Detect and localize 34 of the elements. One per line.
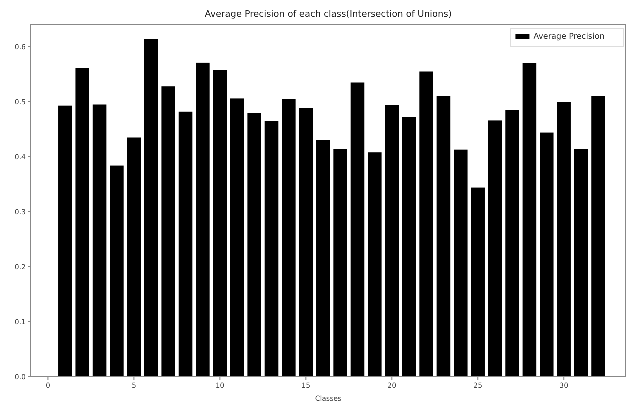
bar <box>127 138 142 377</box>
bar <box>76 68 90 377</box>
bar <box>522 64 537 377</box>
bar <box>248 113 262 377</box>
bar <box>316 140 330 377</box>
bar <box>574 149 588 377</box>
bar <box>402 117 416 377</box>
bar <box>368 152 382 377</box>
bar <box>196 62 210 377</box>
bar <box>92 104 107 377</box>
bar <box>299 108 314 377</box>
bar <box>178 112 193 377</box>
bar <box>144 39 158 377</box>
bar <box>213 70 228 377</box>
bar <box>264 121 279 377</box>
bar <box>350 82 365 377</box>
bar <box>282 99 296 377</box>
bar <box>385 105 400 377</box>
bar <box>436 96 451 377</box>
bar <box>592 96 606 377</box>
bar <box>471 188 485 377</box>
bar <box>162 86 176 377</box>
bar <box>230 98 244 377</box>
bar <box>58 106 72 377</box>
chart-title: Average Precision of each class(Intersection of Unions) <box>205 10 452 20</box>
legend-label: Average Precision <box>534 32 605 41</box>
bar <box>488 120 502 377</box>
bar <box>506 110 520 377</box>
bar <box>110 166 124 377</box>
bar <box>557 102 571 377</box>
bar <box>540 132 554 377</box>
bar <box>454 150 468 377</box>
bar <box>420 72 434 377</box>
bar <box>334 149 348 377</box>
